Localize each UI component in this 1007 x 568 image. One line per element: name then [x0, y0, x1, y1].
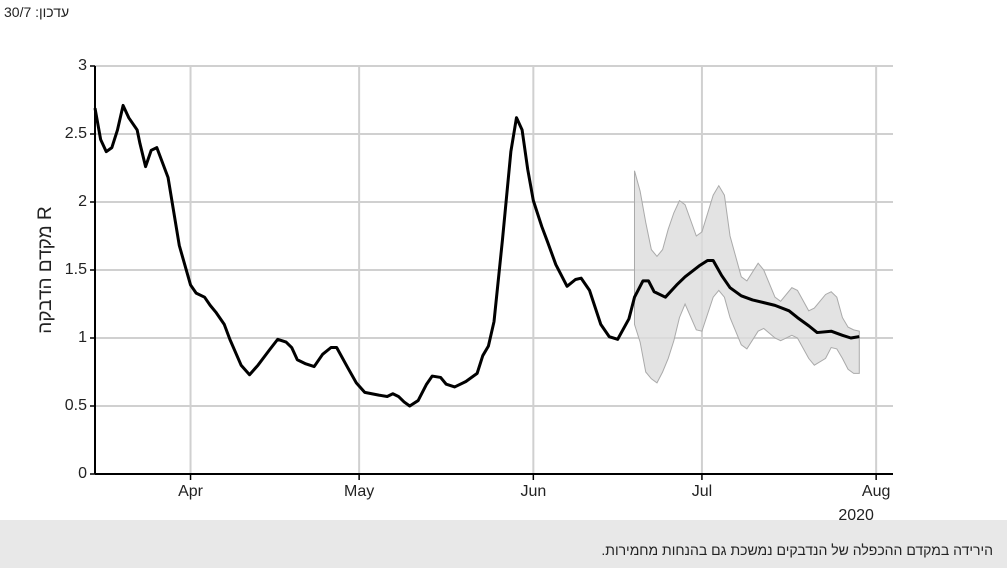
y-tick-label: 1 [78, 329, 87, 346]
y-tick-label: 0 [78, 465, 87, 482]
footer: הירידה במקדם ההכפלה של הנדבקים נמשכת גם … [0, 520, 1007, 568]
update-label: עדכון: 30/7 [4, 4, 70, 20]
r-line [93, 103, 860, 408]
x-tick-label: May [344, 483, 374, 500]
confidence-band [633, 170, 860, 384]
x-tick-label: Jun [520, 483, 546, 500]
x-tick-label: Jul [692, 483, 712, 500]
y-tick-label: 3 [78, 57, 87, 74]
x-tick-label: Apr [178, 483, 204, 500]
year-label: 2020 [838, 507, 874, 520]
caption: הירידה במקדם ההכפלה של הנדבקים נמשכת גם … [601, 542, 993, 558]
y-tick-label: 0.5 [65, 397, 87, 414]
chart: מקדם הדבקה R 0 0.5 1 1.5 2 2.5 3 Apr May Jun Jul Au… [35, 57, 893, 520]
y-tick-label: 1.5 [65, 261, 87, 278]
y-axis-label: מקדם הדבקה R [35, 206, 56, 333]
y-tick-label: 2.5 [65, 125, 87, 142]
x-tick-label: Aug [862, 483, 890, 500]
y-tick-label: 2 [78, 193, 87, 210]
